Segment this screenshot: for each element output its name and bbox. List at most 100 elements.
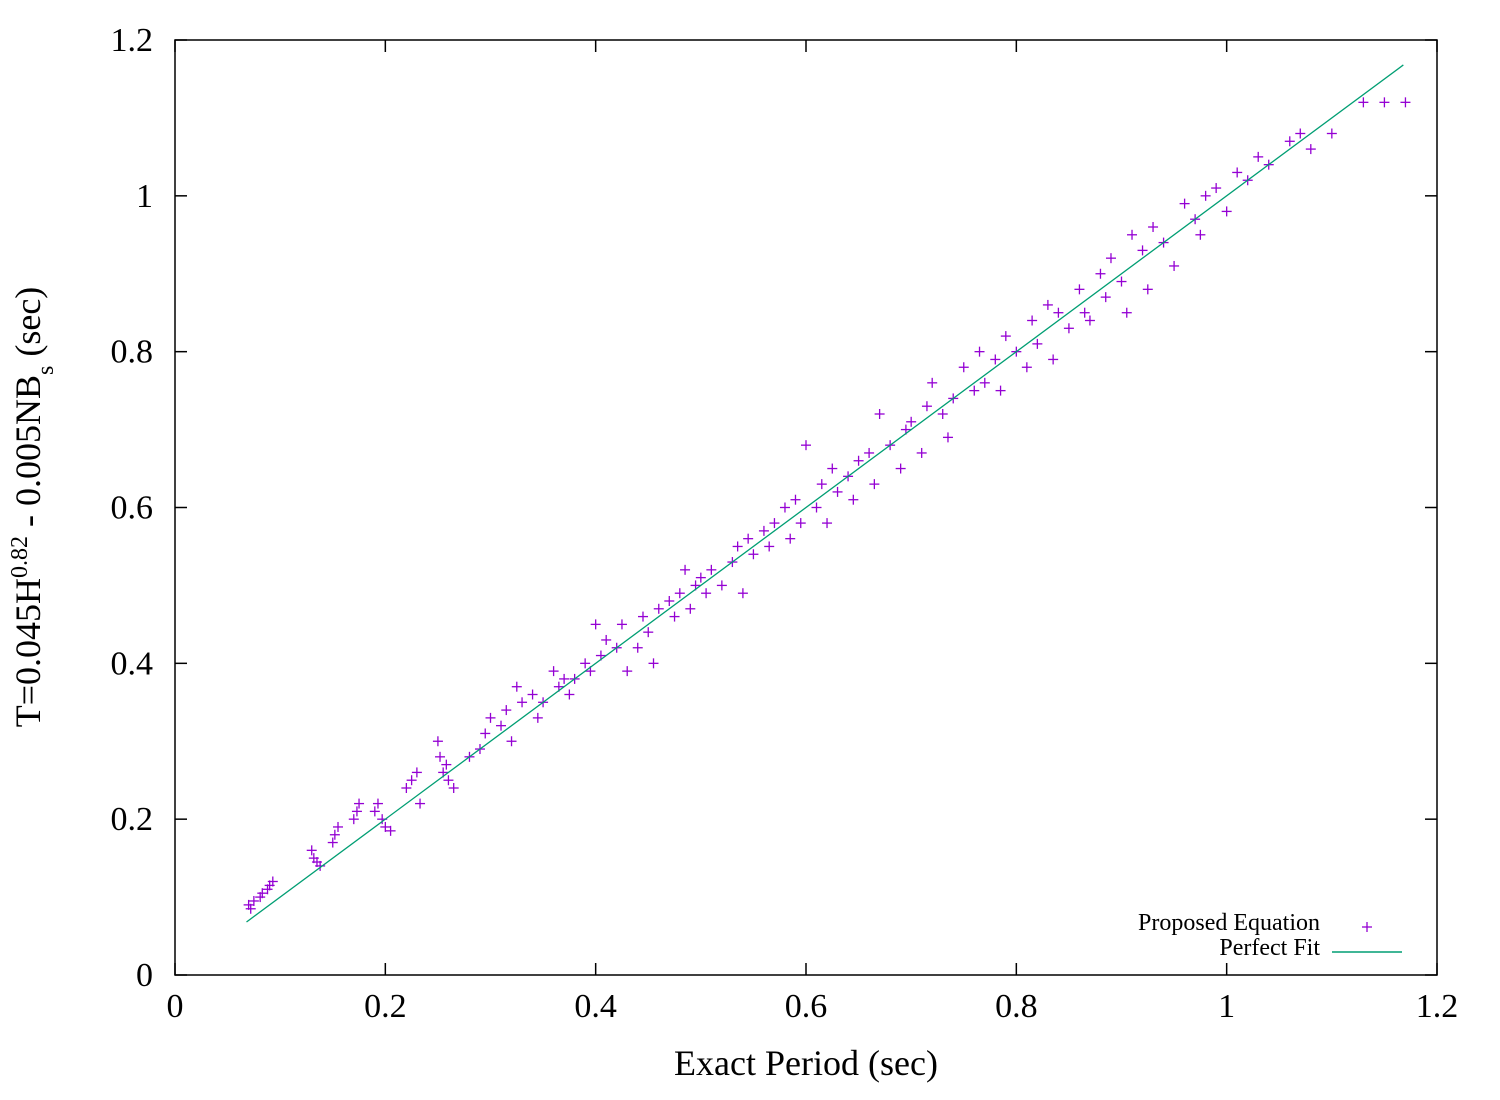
- data-point: [669, 611, 680, 622]
- data-point: [267, 876, 278, 887]
- data-point: [1326, 128, 1337, 139]
- data-point: [1179, 198, 1190, 209]
- data-point: [1142, 284, 1153, 295]
- data-point: [1400, 97, 1411, 108]
- legend-label-perfect-fit: Perfect Fit: [1219, 935, 1320, 961]
- data-point: [701, 588, 712, 599]
- data-point: [348, 814, 359, 825]
- data-point: [411, 767, 422, 778]
- x-tick-label: 1: [1218, 988, 1235, 1025]
- legend-label-proposed-equation: Proposed Equation: [1138, 910, 1320, 936]
- data-point: [906, 416, 917, 427]
- data-point: [372, 798, 383, 809]
- data-point: [590, 619, 601, 630]
- data-point: [385, 825, 396, 836]
- data-point: [306, 845, 317, 856]
- data-point: [485, 712, 496, 723]
- data-point: [816, 479, 827, 490]
- data-point: [937, 409, 948, 419]
- x-tick-label: 0.8: [995, 988, 1038, 1025]
- data-point: [785, 533, 796, 544]
- data-point: [1358, 97, 1369, 108]
- data-point: [632, 642, 643, 653]
- data-point: [351, 806, 362, 817]
- data-point: [990, 354, 1001, 365]
- data-point: [927, 377, 938, 388]
- data-point: [706, 564, 717, 575]
- data-point: [664, 596, 675, 606]
- x-tick-label: 0.4: [574, 988, 617, 1025]
- data-point: [801, 440, 811, 451]
- data-point: [1121, 307, 1132, 318]
- data-point: [616, 619, 627, 630]
- data-point: [848, 494, 859, 505]
- data-point: [1284, 136, 1295, 147]
- data-point: [695, 572, 706, 583]
- data-point: [415, 798, 426, 809]
- plot-marks: [243, 64, 1411, 923]
- data-point: [401, 783, 412, 793]
- data-point: [1100, 292, 1111, 303]
- data-point: [1137, 245, 1148, 256]
- data-point: [1148, 222, 1159, 232]
- data-point: [1200, 190, 1211, 201]
- x-tick-label: 0.6: [785, 988, 828, 1025]
- data-point: [853, 455, 864, 466]
- data-point: [1048, 354, 1059, 365]
- y-tick-label: 0.2: [111, 801, 154, 838]
- data-point: [443, 775, 454, 786]
- data-point: [327, 837, 338, 848]
- data-point: [648, 658, 659, 669]
- data-point: [559, 673, 570, 684]
- data-point: [406, 775, 417, 786]
- data-point: [874, 409, 885, 419]
- data-point: [380, 821, 391, 832]
- data-point: [969, 385, 980, 396]
- data-point: [1232, 167, 1243, 178]
- data-point: [601, 634, 612, 645]
- data-point: [315, 860, 326, 871]
- data-point: [921, 401, 932, 412]
- data-point: [1074, 284, 1085, 295]
- data-point: [369, 806, 380, 817]
- data-point: [1042, 299, 1053, 310]
- data-point: [790, 494, 801, 505]
- data-point: [1379, 97, 1390, 108]
- data-point: [822, 518, 833, 529]
- data-point: [441, 759, 452, 770]
- data-point: [1095, 268, 1106, 279]
- data-point: [532, 712, 543, 723]
- x-tick-label: 0.2: [364, 988, 407, 1025]
- data-point: [827, 463, 838, 474]
- x-tick-label: 0: [167, 988, 184, 1025]
- data-point: [716, 580, 727, 591]
- data-point: [1127, 229, 1138, 240]
- data-point: [643, 627, 654, 638]
- y-tick-label: 0.8: [111, 334, 154, 371]
- data-point: [527, 689, 538, 700]
- data-point: [653, 603, 664, 614]
- y-axis-title: T=0.045H0.82 - 0.005NBs (sec): [7, 287, 59, 728]
- data-point: [674, 588, 685, 599]
- data-point: [795, 518, 806, 529]
- data-point: [764, 541, 775, 552]
- data-point: [1053, 307, 1064, 318]
- data-point: [958, 362, 969, 373]
- data-point: [548, 666, 559, 677]
- data-point: [1295, 128, 1306, 139]
- data-point: [1021, 362, 1032, 373]
- data-point: [354, 798, 365, 809]
- data-point: [974, 346, 985, 357]
- data-point: [580, 658, 591, 669]
- data-point: [1032, 338, 1043, 349]
- data-point: [732, 541, 743, 552]
- data-point: [501, 705, 512, 716]
- data-point: [480, 728, 491, 739]
- y-tick-label: 0.6: [111, 490, 154, 527]
- legend-plus-symbol: [1362, 922, 1372, 932]
- data-point: [758, 525, 769, 536]
- data-point: [995, 385, 1006, 396]
- data-point: [435, 751, 446, 762]
- data-point: [680, 564, 691, 575]
